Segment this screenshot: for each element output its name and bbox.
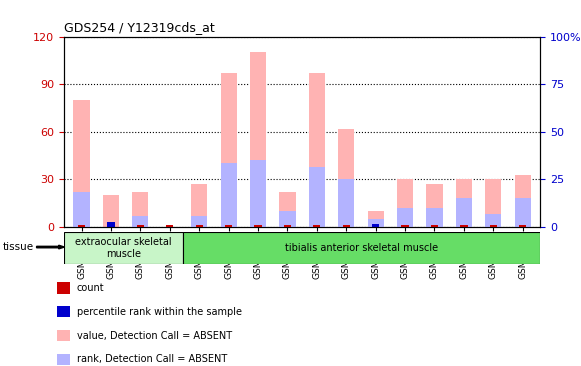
Bar xyxy=(191,216,207,227)
Bar xyxy=(78,225,85,227)
Text: value, Detection Call = ABSENT: value, Detection Call = ABSENT xyxy=(77,330,232,340)
Bar xyxy=(196,225,203,227)
Bar xyxy=(166,225,173,227)
Bar xyxy=(431,225,438,227)
Bar xyxy=(426,184,443,227)
Bar xyxy=(191,184,207,227)
Text: tibialis anterior skeletal muscle: tibialis anterior skeletal muscle xyxy=(285,243,438,253)
Bar xyxy=(64,232,183,264)
Bar xyxy=(279,211,296,227)
Bar xyxy=(490,225,497,227)
Bar xyxy=(132,216,149,227)
Text: GDS254 / Y12319cds_at: GDS254 / Y12319cds_at xyxy=(64,21,214,34)
Bar xyxy=(107,222,114,227)
Bar xyxy=(426,208,443,227)
Text: extraocular skeletal
muscle: extraocular skeletal muscle xyxy=(75,237,172,259)
Bar xyxy=(221,164,236,227)
Text: rank, Detection Call = ABSENT: rank, Detection Call = ABSENT xyxy=(77,354,227,364)
Bar xyxy=(250,160,266,227)
Bar xyxy=(515,198,531,227)
Bar xyxy=(397,179,413,227)
Text: count: count xyxy=(77,283,105,293)
Bar xyxy=(73,192,89,227)
Bar xyxy=(338,179,354,227)
Bar xyxy=(519,225,526,227)
Bar xyxy=(368,219,383,227)
Bar xyxy=(183,232,540,264)
Bar xyxy=(58,306,70,317)
Bar xyxy=(338,128,354,227)
Bar xyxy=(225,225,232,227)
Bar xyxy=(485,179,501,227)
Bar xyxy=(372,224,379,227)
Bar xyxy=(58,354,70,365)
Bar xyxy=(58,282,70,294)
Bar xyxy=(343,225,350,227)
Bar xyxy=(250,52,266,227)
Text: tissue: tissue xyxy=(3,242,34,252)
Bar xyxy=(284,225,291,227)
Bar xyxy=(58,330,70,341)
Bar xyxy=(132,192,149,227)
Bar xyxy=(137,225,144,227)
Bar xyxy=(368,211,383,227)
Bar xyxy=(515,175,531,227)
Bar xyxy=(309,167,325,227)
Text: percentile rank within the sample: percentile rank within the sample xyxy=(77,307,242,317)
Bar xyxy=(254,225,261,227)
Bar xyxy=(103,195,119,227)
Bar xyxy=(456,198,472,227)
Bar xyxy=(73,100,89,227)
Bar xyxy=(460,225,468,227)
Bar xyxy=(221,73,236,227)
Bar xyxy=(372,225,379,227)
Bar xyxy=(401,225,408,227)
Bar xyxy=(309,73,325,227)
Bar xyxy=(456,179,472,227)
Bar xyxy=(485,214,501,227)
Bar xyxy=(397,208,413,227)
Bar xyxy=(107,225,114,227)
Bar xyxy=(313,225,321,227)
Bar xyxy=(279,192,296,227)
